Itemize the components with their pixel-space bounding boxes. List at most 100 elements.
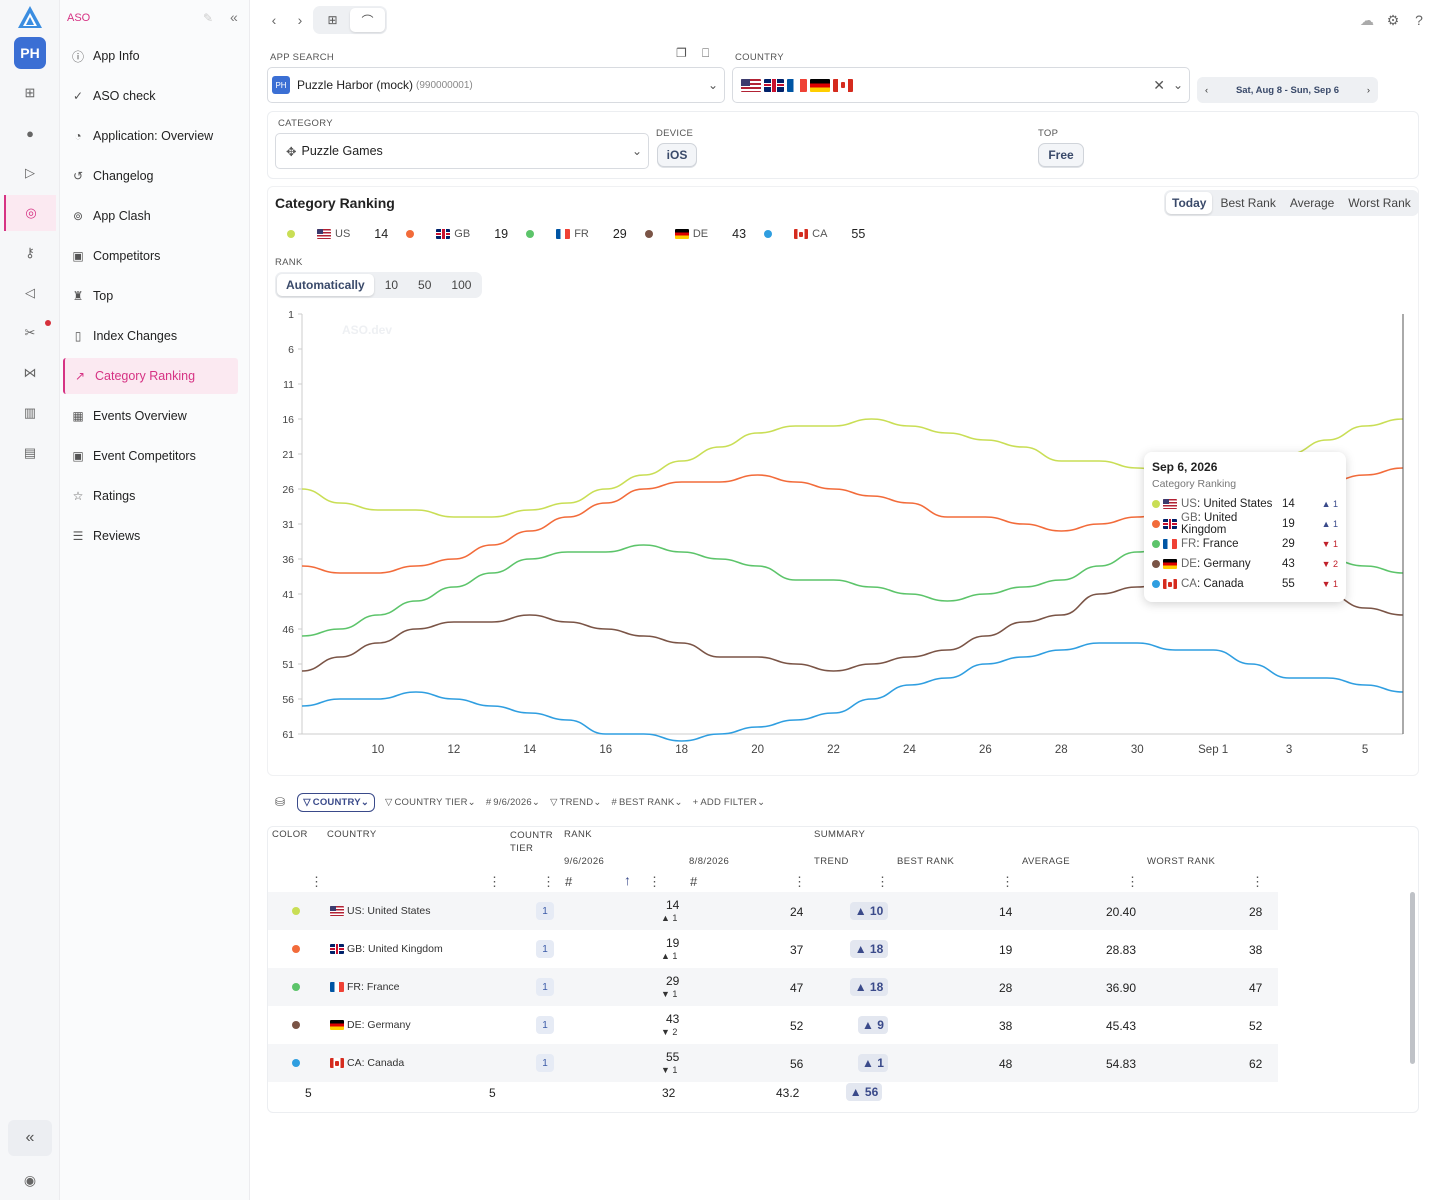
copy-icon[interactable]: ❐	[676, 46, 688, 60]
legend-item-gb[interactable]: GB 19	[394, 227, 514, 241]
view-best-rank-button[interactable]: Best Rank	[1220, 196, 1276, 210]
vscode-icon[interactable]: ⋈	[23, 365, 37, 380]
settings-icon[interactable]: ⚙	[1386, 11, 1400, 28]
row-start-rank: 56	[790, 1057, 804, 1071]
date-range[interactable]: Sat, Aug 8 - Sun, Sep 6	[1235, 84, 1340, 96]
prev-date-icon[interactable]: ‹	[1205, 84, 1209, 96]
collapse-sidebar-icon[interactable]: «	[230, 9, 238, 25]
filter-add-filter-button[interactable]: + ADD FILTER ⌄	[693, 797, 766, 808]
app-logo-icon[interactable]	[17, 5, 43, 29]
back-icon[interactable]: ‹	[271, 12, 277, 28]
key-icon[interactable]: ⚷	[25, 245, 35, 260]
sidebar-item-ratings[interactable]: ☆ Ratings	[63, 478, 238, 514]
sidebar-item-category-ranking[interactable]: ↗ Category Ranking	[63, 358, 238, 394]
forward-icon[interactable]: ›	[297, 12, 303, 28]
kebab-worst-icon[interactable]: ⋮	[1251, 874, 1264, 889]
app-avatar[interactable]: PH	[14, 37, 46, 69]
table-row[interactable]: FR: France 1 29 ▼ 1 47 ▲ 18 28 36.90 47	[268, 968, 1278, 1006]
ranking-table	[267, 826, 1419, 1113]
category-select[interactable]: ✥ Puzzle Games ⌄	[275, 133, 649, 169]
edit-icon[interactable]: ✎	[203, 11, 214, 25]
help-icon[interactable]: ?	[1415, 12, 1423, 28]
account-icon[interactable]: ◉	[23, 1171, 37, 1188]
country-select[interactable]: ✕ ⌄	[732, 67, 1190, 103]
expand-sidebar-icon[interactable]: «	[8, 1120, 52, 1156]
cloud-icon[interactable]: ☁	[1360, 11, 1374, 28]
analytics-icon[interactable]: ▥	[23, 405, 37, 420]
series-line-ca[interactable]	[301, 642, 1404, 742]
col-date-start[interactable]: 8/8/2026	[689, 856, 730, 867]
view-today-button[interactable]: Today	[1166, 192, 1213, 214]
view-average-button[interactable]: Average	[1289, 196, 1335, 210]
tools-icon[interactable]: ✂	[24, 325, 36, 340]
sidebar-item-aso-check[interactable]: ✓ ASO check	[63, 78, 238, 114]
tooltip-color-dot	[1152, 500, 1160, 508]
filter-trend-button[interactable]: ▽ TREND ⌄	[550, 797, 601, 808]
kebab-country-icon[interactable]: ⋮	[488, 874, 501, 889]
rank-option-50[interactable]: 50	[418, 278, 432, 292]
sidebar-item-top[interactable]: ♜ Top	[63, 278, 238, 314]
bookmark-icon[interactable]: ⎕	[702, 46, 710, 60]
kebab-rank-icon[interactable]: ⋮	[648, 874, 661, 889]
grid-view-icon[interactable]: ⊞	[327, 13, 338, 27]
top-free-button[interactable]: Free	[1038, 143, 1084, 167]
grid-icon[interactable]: ⊞	[24, 85, 36, 100]
clear-icon[interactable]: ✕	[1153, 77, 1165, 93]
col-country[interactable]: COUNTRY	[327, 829, 377, 840]
legend-item-us[interactable]: US 14	[275, 227, 394, 241]
col-average[interactable]: AVERAGE	[1022, 856, 1071, 867]
table-row[interactable]: GB: United Kingdom 1 19 ▲ 1 37 ▲ 18 19 28.83 38	[268, 930, 1278, 968]
col-date-current[interactable]: 9/6/2026	[564, 856, 605, 867]
table-scrollbar[interactable]	[1410, 892, 1415, 1064]
sidebar-item-application-overview[interactable]: ◔ Application: Overview	[63, 118, 238, 154]
device-ios-button[interactable]: iOS	[657, 143, 697, 167]
col-trend[interactable]: TREND	[814, 856, 849, 867]
sidebar-item-events-overview[interactable]: ▦ Events Overview	[63, 398, 238, 434]
kebab-start-icon[interactable]: ⋮	[793, 874, 806, 889]
table-row[interactable]: US: United States 1 14 ▲ 1 24 ▲ 10 14 20.40 28	[268, 892, 1278, 930]
kebab-trend-icon[interactable]: ⋮	[876, 874, 889, 889]
sidebar-item-competitors[interactable]: ▣ Competitors	[63, 238, 238, 274]
rank-option-100[interactable]: 100	[451, 278, 472, 292]
sidebar-item-changelog[interactable]: ↺ Changelog	[63, 158, 238, 194]
kebab-best-icon[interactable]: ⋮	[1001, 874, 1014, 889]
footer-rank-sum: 32	[662, 1086, 676, 1100]
app-select[interactable]: PH Puzzle Harbor (mock) (990000001) ⌄	[267, 67, 725, 103]
sidebar-item-reviews[interactable]: ☰ Reviews	[63, 518, 238, 554]
col-worst-rank[interactable]: WORST RANK	[1147, 856, 1216, 867]
tooltip-row-fr: FR: France 29 ▼ 1	[1152, 534, 1338, 554]
rank-option-10[interactable]: 10	[384, 278, 399, 292]
col-color[interactable]: COLOR	[272, 829, 308, 840]
next-date-icon[interactable]: ›	[1366, 84, 1370, 96]
rank-option-automatically[interactable]: Automatically	[277, 274, 374, 296]
kebab-avg-icon[interactable]: ⋮	[1126, 874, 1139, 889]
chart-view-icon[interactable]: ⌒	[350, 8, 385, 32]
play-icon[interactable]: ▷	[25, 165, 35, 180]
kebab-tier-icon[interactable]: ⋮	[542, 874, 555, 889]
table-row[interactable]: DE: Germany 1 43 ▼ 2 52 ▲ 9 38 45.43 52	[268, 1006, 1278, 1044]
filter-country-button[interactable]: ▽ COUNTRY ⌄	[297, 792, 375, 812]
sort-asc-icon[interactable]: ↑	[624, 872, 632, 888]
filter-country-tier-button[interactable]: ▽ COUNTRY TIER ⌄	[385, 797, 476, 808]
col-best-rank[interactable]: BEST RANK	[897, 856, 955, 867]
columns-icon[interactable]: ⛁	[275, 795, 286, 809]
legend-item-ca[interactable]: CA 55	[752, 227, 871, 241]
sidebar-item-app-info[interactable]: ⓘ App Info	[63, 38, 238, 74]
apple-icon[interactable]: ●	[26, 125, 34, 141]
legend-item-fr[interactable]: FR 29	[514, 227, 633, 241]
table-row[interactable]: CA: Canada 1 55 ▼ 1 56 ▲ 1 48 54.83 62	[268, 1044, 1278, 1082]
sidebar-item-event-competitors[interactable]: ▣ Event Competitors	[63, 438, 238, 474]
sidebar-item-app-clash[interactable]: ⊚ App Clash	[63, 198, 238, 234]
view-worst-rank-button[interactable]: Worst Rank	[1348, 196, 1411, 210]
aso-target-icon[interactable]: ◎	[4, 195, 56, 231]
filter-9-6-2026-button[interactable]: # 9/6/2026 ⌄	[486, 797, 540, 808]
col-tier[interactable]: COUNTR TIER	[510, 830, 554, 854]
filter-best-rank-button[interactable]: # BEST RANK ⌄	[611, 797, 682, 808]
filter-label: 9/6/2026	[493, 796, 532, 808]
chevron-down-icon[interactable]: ⌄	[1172, 78, 1183, 92]
megaphone-icon[interactable]: ◁	[25, 285, 35, 300]
store-icon[interactable]: ▤	[23, 445, 37, 460]
legend-item-de[interactable]: DE 43	[633, 227, 752, 241]
sidebar-item-index-changes[interactable]: ▯ Index Changes	[63, 318, 238, 354]
kebab-color-icon[interactable]: ⋮	[310, 874, 323, 889]
